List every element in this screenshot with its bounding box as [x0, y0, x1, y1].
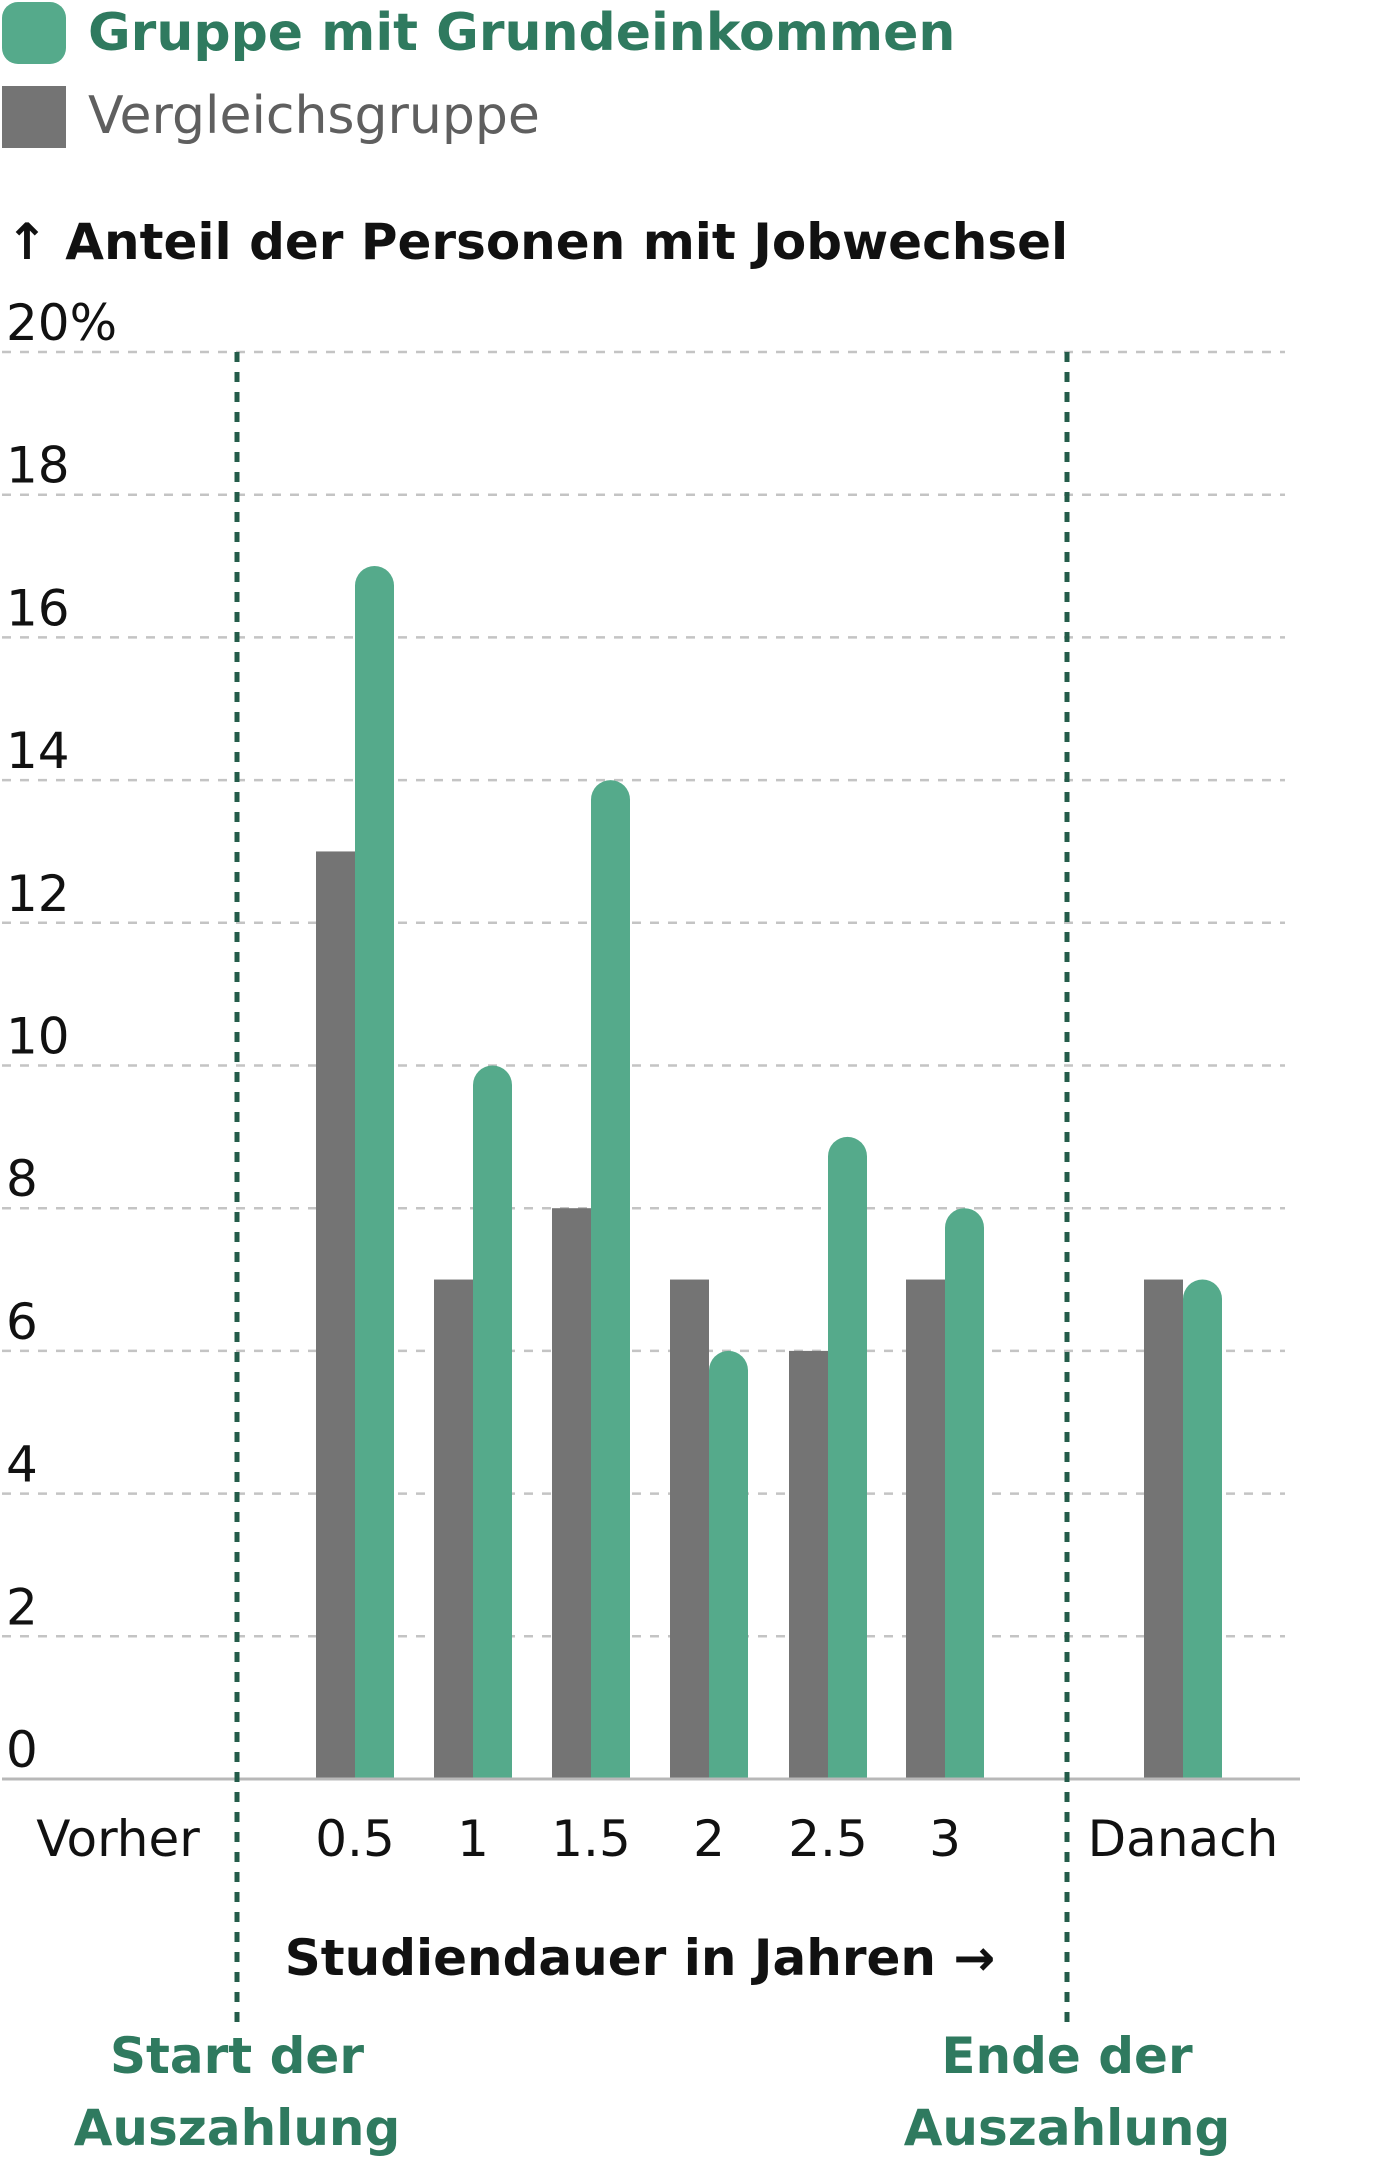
x-tick-label: 2	[693, 1810, 725, 1868]
bar-control	[434, 1279, 473, 1779]
bar-treatment	[709, 1350, 748, 1779]
x-tick-label: 2.5	[788, 1810, 868, 1868]
legend-label-control: Vergleichsgruppe	[88, 86, 540, 146]
bars	[316, 566, 1222, 1779]
x-axis-title: Studiendauer in Jahren →	[285, 1929, 996, 1987]
x-tick-label: 0.5	[315, 1810, 395, 1868]
y-axis-title: ↑ Anteil der Personen mit Jobwechsel	[6, 213, 1068, 271]
payment-end-label-line2: Auszahlung	[904, 2099, 1231, 2157]
y-tick-label: 14	[6, 722, 70, 780]
bar-control	[552, 1208, 591, 1779]
bar-treatment	[1183, 1279, 1222, 1779]
bar-treatment	[355, 566, 394, 1779]
bar-treatment	[828, 1136, 868, 1779]
y-tick-label: 10	[6, 1008, 70, 1066]
legend-swatch-treatment	[2, 2, 66, 64]
x-axis-ticks: Vorher 0.5 1 1.5 2 2.5 3 Danach	[36, 1810, 1278, 1868]
bar-treatment	[473, 1065, 512, 1779]
y-tick-label: 18	[6, 437, 70, 495]
y-tick-label: 8	[6, 1150, 38, 1208]
payment-start-label-line2: Auszahlung	[74, 2099, 401, 2157]
y-tick-label: 2	[6, 1578, 38, 1636]
x-tick-label: 1.5	[551, 1810, 631, 1868]
legend: Gruppe mit Grundeinkommen Vergleichsgrup…	[2, 2, 955, 148]
y-tick-label: 4	[6, 1436, 38, 1494]
y-tick-label: 0	[6, 1721, 38, 1779]
y-tick-label: 16	[6, 579, 70, 637]
grid-layer	[2, 350, 1285, 1638]
y-tick-label: 6	[6, 1293, 38, 1351]
x-tick-label: 1	[457, 1810, 489, 1868]
payment-start-label-line1: Start der	[110, 2027, 364, 2085]
bar-control	[670, 1279, 709, 1779]
bar-control	[906, 1279, 945, 1779]
bar-control	[316, 851, 355, 1779]
x-tick-label: Danach	[1088, 1810, 1279, 1868]
y-tick-label: 12	[6, 865, 70, 923]
bar-control	[789, 1350, 828, 1779]
legend-swatch-control	[2, 86, 66, 148]
bar-treatment	[945, 1208, 984, 1779]
y-axis-ticks: 0 2 4 6 8 10 12 14 16 18 20%	[6, 294, 117, 1779]
bar-treatment	[591, 780, 630, 1779]
x-tick-label: Vorher	[36, 1810, 200, 1868]
payment-end-label-line1: Ende der	[941, 2027, 1193, 2085]
legend-label-treatment: Gruppe mit Grundeinkommen	[88, 3, 955, 63]
y-tick-label: 20%	[6, 294, 117, 352]
bar-control	[1144, 1279, 1183, 1779]
x-tick-label: 3	[929, 1810, 961, 1868]
